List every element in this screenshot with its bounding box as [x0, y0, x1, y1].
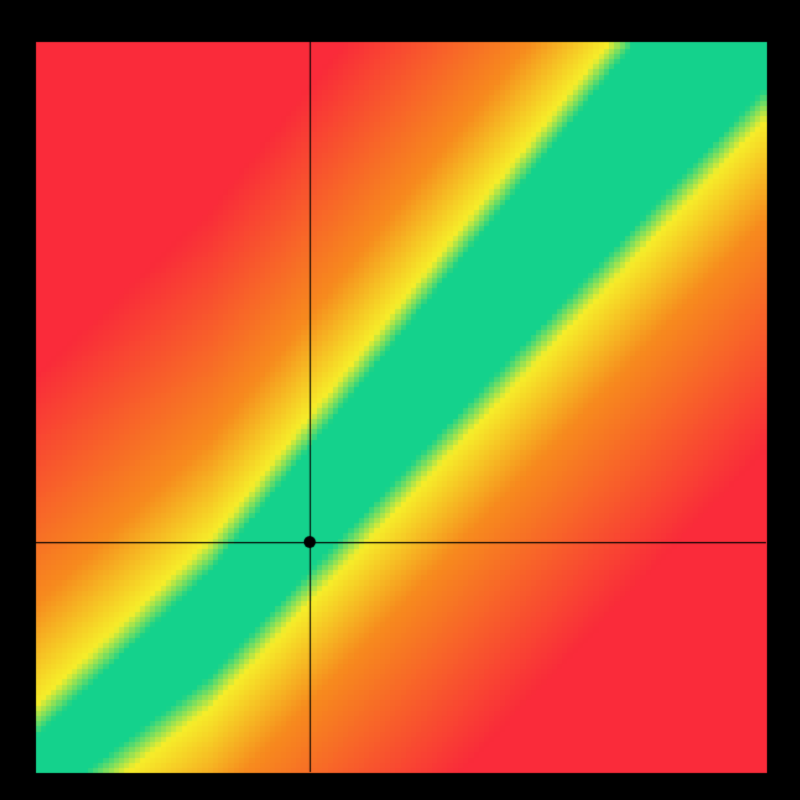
- chart-frame: TheBottleneck.com: [0, 0, 800, 800]
- heatmap-canvas: [0, 0, 800, 800]
